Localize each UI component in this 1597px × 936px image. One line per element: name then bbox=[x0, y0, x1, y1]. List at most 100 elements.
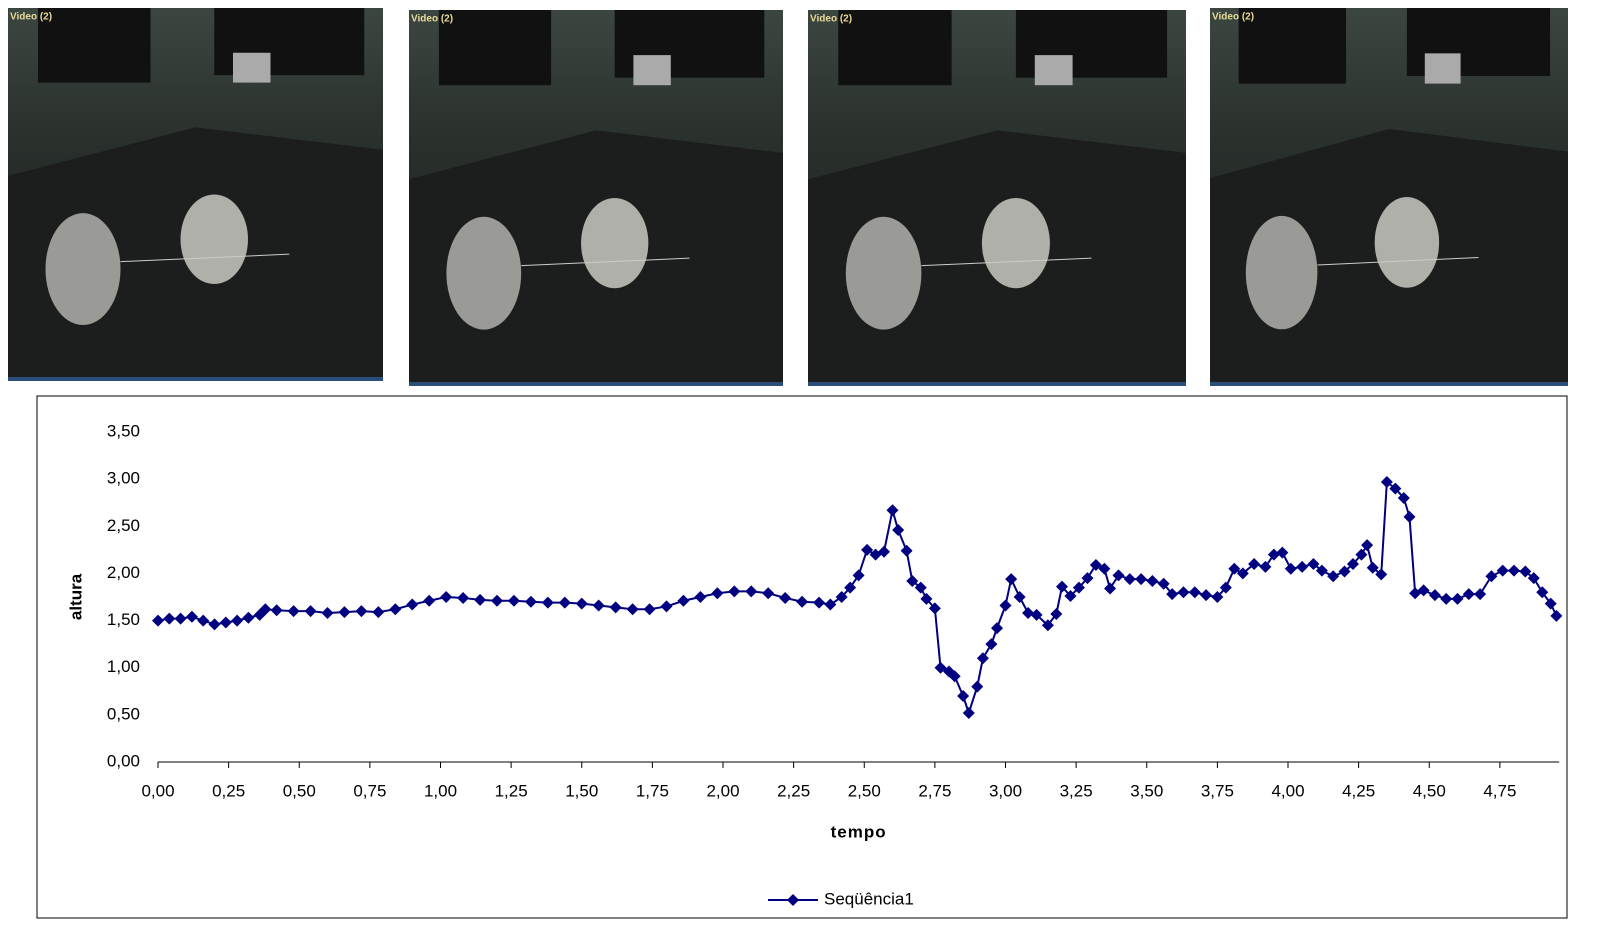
data-point bbox=[491, 594, 503, 607]
data-point bbox=[457, 591, 470, 604]
data-point bbox=[677, 594, 690, 607]
data-point bbox=[474, 593, 487, 606]
data-point bbox=[1375, 568, 1388, 581]
frame-bottom bbox=[8, 377, 383, 381]
data-point bbox=[270, 604, 283, 617]
window bbox=[38, 8, 151, 83]
data-point bbox=[372, 606, 385, 619]
data-point bbox=[1188, 586, 1201, 599]
person bbox=[581, 198, 649, 289]
data-point bbox=[999, 599, 1012, 612]
x-tick-label: 3,25 bbox=[1060, 781, 1093, 800]
x-tick-label: 2,00 bbox=[706, 781, 739, 800]
data-point bbox=[1259, 560, 1272, 573]
data-point bbox=[626, 603, 639, 616]
floor-line bbox=[521, 257, 690, 267]
data-point bbox=[1236, 567, 1249, 580]
data-point bbox=[1041, 619, 1054, 632]
data-point bbox=[1064, 590, 1077, 603]
data-point bbox=[524, 595, 537, 608]
data-point bbox=[1403, 510, 1416, 523]
data-point bbox=[852, 569, 865, 582]
data-point bbox=[197, 614, 210, 627]
frame-bottom bbox=[409, 382, 783, 386]
y-tick-label: 0,00 bbox=[107, 751, 140, 770]
data-point bbox=[1380, 475, 1393, 488]
data-point bbox=[914, 581, 927, 594]
data-point bbox=[507, 594, 520, 607]
y-tick-label: 0,50 bbox=[107, 704, 140, 723]
data-point bbox=[1284, 562, 1297, 575]
x-tick-label: 2,75 bbox=[918, 781, 951, 800]
data-point bbox=[259, 603, 272, 616]
x-tick-label: 1,00 bbox=[424, 781, 457, 800]
video-frames: Video (2) Video (2) Video (2) Video (2) bbox=[8, 8, 1568, 386]
chart-border bbox=[36, 395, 1568, 919]
data-point bbox=[185, 610, 198, 623]
data-point bbox=[886, 504, 899, 517]
monitor bbox=[233, 52, 271, 83]
y-tick-label: 2,50 bbox=[107, 516, 140, 535]
data-point bbox=[1112, 569, 1125, 582]
data-point bbox=[1200, 589, 1213, 602]
data-point bbox=[1462, 588, 1475, 601]
person bbox=[1245, 215, 1318, 330]
data-point bbox=[971, 680, 984, 693]
person bbox=[45, 213, 121, 326]
data-point bbox=[1389, 482, 1402, 495]
data-point bbox=[1366, 561, 1379, 574]
frame-bottom bbox=[808, 382, 1186, 386]
data-point bbox=[609, 601, 622, 614]
data-point bbox=[892, 524, 905, 537]
data-point bbox=[1327, 570, 1340, 583]
data-point bbox=[813, 596, 826, 609]
data-point bbox=[934, 661, 947, 674]
data-point bbox=[728, 585, 741, 598]
data-point bbox=[694, 591, 707, 603]
data-point bbox=[389, 603, 402, 616]
data-point bbox=[1211, 591, 1224, 603]
window bbox=[438, 10, 552, 86]
x-tick-label: 4,50 bbox=[1413, 781, 1446, 800]
person bbox=[180, 194, 248, 285]
x-tick-label: 0,75 bbox=[353, 781, 386, 800]
data-point bbox=[1474, 588, 1487, 601]
person bbox=[1374, 197, 1440, 288]
data-point bbox=[1056, 580, 1068, 593]
data-point bbox=[152, 614, 164, 627]
window bbox=[1238, 8, 1347, 84]
x-tick-label: 1,25 bbox=[495, 781, 528, 800]
data-point bbox=[1157, 577, 1170, 590]
data-point bbox=[1346, 558, 1359, 570]
data-point bbox=[762, 587, 775, 600]
data-point bbox=[643, 603, 656, 616]
series-line bbox=[157, 480, 1558, 717]
y-tick-label: 1,50 bbox=[107, 610, 140, 629]
data-point bbox=[844, 581, 857, 594]
x-axis-title: tempo bbox=[831, 822, 887, 841]
data-point bbox=[1440, 592, 1453, 605]
data-point bbox=[1315, 564, 1328, 577]
data-point bbox=[660, 600, 673, 613]
y-tick-label: 2,00 bbox=[107, 563, 140, 582]
data-point bbox=[985, 638, 998, 651]
y-tick-label: 3,00 bbox=[107, 469, 140, 488]
video-label: Video (2) bbox=[10, 12, 52, 23]
y-axis-title: altura bbox=[66, 573, 85, 620]
x-tick-label: 0,25 bbox=[212, 781, 245, 800]
data-point bbox=[878, 545, 891, 558]
data-point bbox=[304, 605, 317, 618]
data-point bbox=[824, 598, 837, 611]
data-point bbox=[900, 544, 913, 557]
data-point bbox=[796, 595, 809, 608]
data-point bbox=[219, 616, 232, 629]
data-point bbox=[711, 587, 724, 600]
data-point bbox=[1005, 573, 1018, 586]
data-point bbox=[1135, 573, 1148, 586]
data-point bbox=[1123, 573, 1136, 586]
data-point bbox=[174, 612, 187, 625]
x-tick-label: 1,50 bbox=[565, 781, 598, 800]
data-point bbox=[1527, 572, 1540, 585]
data-point bbox=[592, 599, 605, 612]
